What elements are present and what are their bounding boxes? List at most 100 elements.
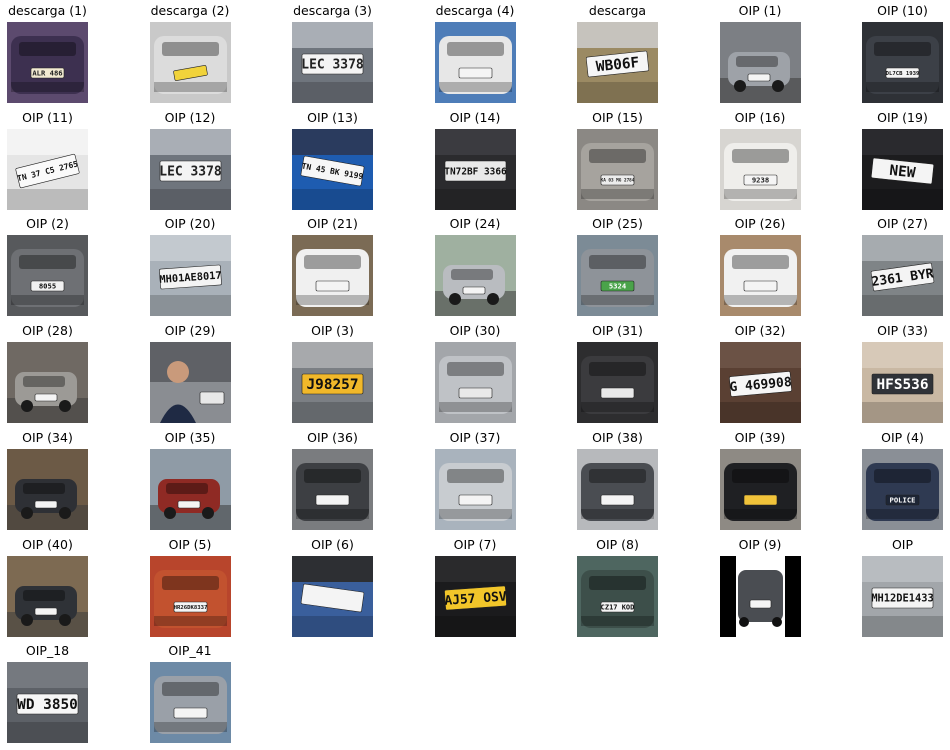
image-tile[interactable]: OIP (40) [7, 536, 88, 637]
image-tile[interactable]: OIP (2) 8055 [7, 215, 88, 317]
image-thumbnail[interactable] [292, 448, 373, 530]
image-thumbnail[interactable]: KA 03 MG 2784 [577, 128, 658, 210]
image-thumbnail[interactable]: CZ17 KOD [577, 555, 658, 637]
image-thumbnail[interactable] [577, 342, 658, 424]
image-thumbnail[interactable]: DL7CB 1939 [862, 22, 943, 103]
image-thumbnail[interactable]: TN72BF 3366 [434, 128, 516, 210]
image-thumbnail[interactable]: 5324 [577, 235, 658, 317]
image-tile[interactable]: OIP (35) [149, 429, 231, 530]
plate-frame [300, 583, 365, 612]
image-thumbnail[interactable]: WB06F [577, 22, 658, 103]
license-plate: TN72BF 3366 [444, 160, 507, 181]
image-thumbnail[interactable] [149, 448, 231, 530]
image-thumbnail[interactable] [434, 448, 516, 530]
image-tile[interactable]: OIP (37) [434, 429, 516, 530]
image-thumbnail[interactable]: AJ57 OSV [434, 555, 516, 637]
image-tile[interactable]: OIP (28) [7, 322, 88, 424]
image-thumbnail[interactable] [7, 555, 88, 637]
image-thumbnail[interactable]: 9238 [719, 128, 801, 210]
bumper [581, 295, 654, 306]
car-photo [149, 22, 231, 103]
image-thumbnail[interactable] [577, 448, 658, 530]
image-tile[interactable]: OIP (25) 5324 [577, 215, 658, 317]
image-thumbnail[interactable] [149, 342, 231, 424]
image-thumbnail[interactable]: MH01AE8017 [149, 235, 231, 317]
image-tile[interactable]: OIP (15) KA 03 MG 2784 [577, 109, 658, 210]
image-caption: descarga [588, 3, 647, 18]
image-tile[interactable]: OIP (19) NEW [862, 109, 943, 210]
image-thumbnail[interactable]: HR26DK8337 [149, 555, 231, 637]
image-thumbnail[interactable] [149, 662, 231, 744]
image-thumbnail[interactable] [719, 555, 801, 637]
image-tile[interactable]: OIP (26) [719, 215, 801, 317]
image-tile[interactable]: OIP (9) [719, 536, 801, 637]
image-thumbnail[interactable] [719, 22, 801, 103]
image-tile[interactable]: OIP (11) TN 37 C5 2765 [7, 109, 88, 210]
image-tile[interactable]: descarga (1) ALR 486 [7, 2, 88, 103]
image-tile[interactable]: descarga (3) LEC 3378 [292, 2, 373, 103]
image-thumbnail[interactable]: HFS536 [862, 342, 943, 424]
image-thumbnail[interactable] [434, 235, 516, 317]
image-thumbnail[interactable]: TN 37 C5 2765 [7, 128, 88, 210]
image-thumbnail[interactable]: TN 45 BK 9199 [292, 128, 373, 210]
image-tile[interactable]: OIP (31) [577, 322, 658, 424]
image-tile[interactable]: OIP (3) J98257 [292, 322, 373, 424]
image-tile[interactable]: OIP (33) HFS536 [862, 322, 943, 424]
image-thumbnail[interactable]: 2361 BYR [862, 235, 943, 317]
image-tile[interactable]: OIP (24) [434, 215, 516, 317]
image-thumbnail[interactable] [719, 448, 801, 530]
image-tile[interactable]: OIP (14) TN72BF 3366 [434, 109, 516, 210]
image-thumbnail[interactable] [7, 448, 88, 530]
image-tile[interactable]: OIP (7) AJ57 OSV [434, 536, 516, 637]
image-thumbnail[interactable]: J98257 [292, 342, 373, 424]
image-thumbnail[interactable] [149, 22, 231, 103]
image-tile[interactable]: descarga WB06F [577, 2, 658, 103]
image-tile[interactable]: OIP_18 WD 3850 [7, 642, 88, 744]
plate-text: POLICE [890, 495, 916, 504]
image-tile[interactable]: OIP (34) [7, 429, 88, 530]
image-tile[interactable]: OIP (20) MH01AE8017 [149, 215, 231, 317]
image-thumbnail[interactable] [292, 235, 373, 317]
image-thumbnail[interactable]: NEW [862, 128, 943, 210]
image-thumbnail[interactable]: LEC 3378 [292, 22, 373, 103]
image-thumbnail[interactable]: POLICE [862, 448, 943, 530]
image-thumbnail[interactable]: LEC 3378 [149, 128, 231, 210]
image-tile[interactable]: OIP (38) [577, 429, 658, 530]
image-tile[interactable]: OIP (8) CZ17 KOD [577, 536, 658, 637]
image-thumbnail[interactable]: ALR 486 [7, 22, 88, 103]
image-thumbnail[interactable] [7, 342, 88, 424]
image-tile[interactable]: OIP MH12DE1433 [862, 536, 943, 637]
image-tile[interactable]: OIP (36) [292, 429, 373, 530]
image-tile[interactable]: OIP (5) HR26DK8337 [149, 536, 231, 637]
image-tile[interactable]: OIP (39) [719, 429, 801, 530]
image-tile[interactable]: OIP (32) G 469908 [719, 322, 801, 424]
car-photo: MH01AE8017 [149, 235, 231, 317]
image-tile[interactable]: OIP_41 [149, 642, 231, 744]
image-caption: descarga (1) [8, 3, 87, 18]
image-tile[interactable]: OIP (1) [719, 2, 801, 103]
image-tile[interactable]: OIP (30) [434, 322, 516, 424]
license-plate: CZ17 KOD [601, 601, 634, 612]
image-thumbnail[interactable]: MH12DE1433 [862, 555, 943, 637]
image-tile[interactable]: OIP (29) [149, 322, 231, 424]
image-tile[interactable]: OIP (27) 2361 BYR [862, 215, 943, 317]
image-tile[interactable]: descarga (2) [149, 2, 231, 103]
image-tile[interactable]: OIP (6) [292, 536, 373, 637]
image-tile[interactable]: OIP (4) POLICE [862, 429, 943, 530]
image-tile[interactable]: OIP (21) [292, 215, 373, 317]
image-thumbnail[interactable] [434, 22, 516, 103]
car-photo [577, 448, 658, 530]
image-tile[interactable]: OIP (16) 9238 [719, 109, 801, 210]
image-caption: OIP (6) [311, 536, 354, 552]
image-caption: OIP (15) [592, 109, 643, 125]
image-thumbnail[interactable] [719, 235, 801, 317]
image-tile[interactable]: OIP (13) TN 45 BK 9199 [292, 109, 373, 210]
image-tile[interactable]: OIP (12) LEC 3378 [149, 109, 231, 210]
image-thumbnail[interactable] [292, 555, 373, 637]
image-tile[interactable]: descarga (4) [434, 2, 516, 103]
image-thumbnail[interactable]: G 469908 [719, 342, 801, 424]
image-thumbnail[interactable]: WD 3850 [7, 662, 88, 744]
image-thumbnail[interactable]: 8055 [7, 235, 88, 317]
image-tile[interactable]: OIP (10) DL7CB 1939 [862, 2, 943, 103]
image-thumbnail[interactable] [434, 342, 516, 424]
